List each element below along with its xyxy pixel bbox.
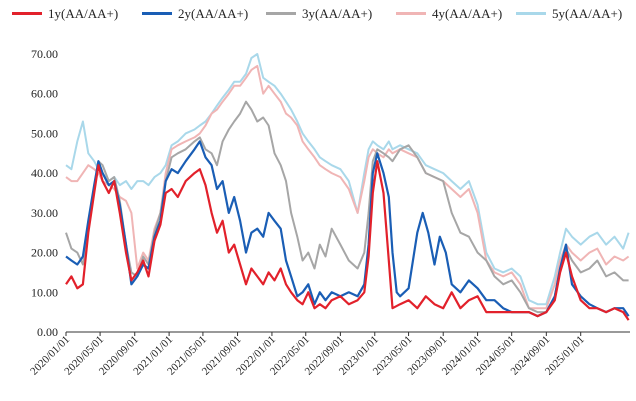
y-tick-label: 50.00 <box>31 126 58 140</box>
legend-swatch-1y <box>12 12 42 15</box>
legend-swatch-5y <box>516 12 546 15</box>
series-line-5y <box>65 53 630 306</box>
legend: 1y(AA/AA+) 2y(AA/AA+) 3y(AA/AA+) 4y(AA/A… <box>4 6 634 26</box>
y-tick-label: 20.00 <box>31 246 58 260</box>
x-axis-tick-labels: 2020/01/012020/05/012020/09/012021/01/01… <box>28 334 587 378</box>
y-axis-tick-labels: 0.00 10.00 20.00 30.00 40.00 50.00 60.00 70.00 <box>31 47 58 339</box>
legend-swatch-4y <box>396 12 426 15</box>
legend-label-4y: 4y(AA/AA+) <box>432 6 503 21</box>
legend-swatch-2y <box>142 12 172 15</box>
legend-label-1y: 1y(AA/AA+) <box>48 6 119 21</box>
series-line-2y <box>65 140 630 318</box>
y-tick-label: 30.00 <box>31 206 58 220</box>
y-tick-label: 60.00 <box>31 87 58 101</box>
series-line-3y <box>65 100 629 314</box>
y-tick-label: 70.00 <box>31 47 58 61</box>
series-line-4y <box>65 64 630 310</box>
legend-swatch-3y <box>266 12 296 15</box>
legend-label-5y: 5y(AA/AA+) <box>552 6 623 21</box>
y-tick-label: 0.00 <box>37 325 58 339</box>
series-line-1y <box>65 160 630 321</box>
y-tick-label: 10.00 <box>31 285 58 299</box>
y-tick-label: 40.00 <box>31 166 58 180</box>
legend-label-3y: 3y(AA/AA+) <box>302 6 373 21</box>
x-axis-tick-marks <box>65 332 582 336</box>
legend-label-2y: 2y(AA/AA+) <box>178 6 249 21</box>
series-lines <box>65 53 630 321</box>
